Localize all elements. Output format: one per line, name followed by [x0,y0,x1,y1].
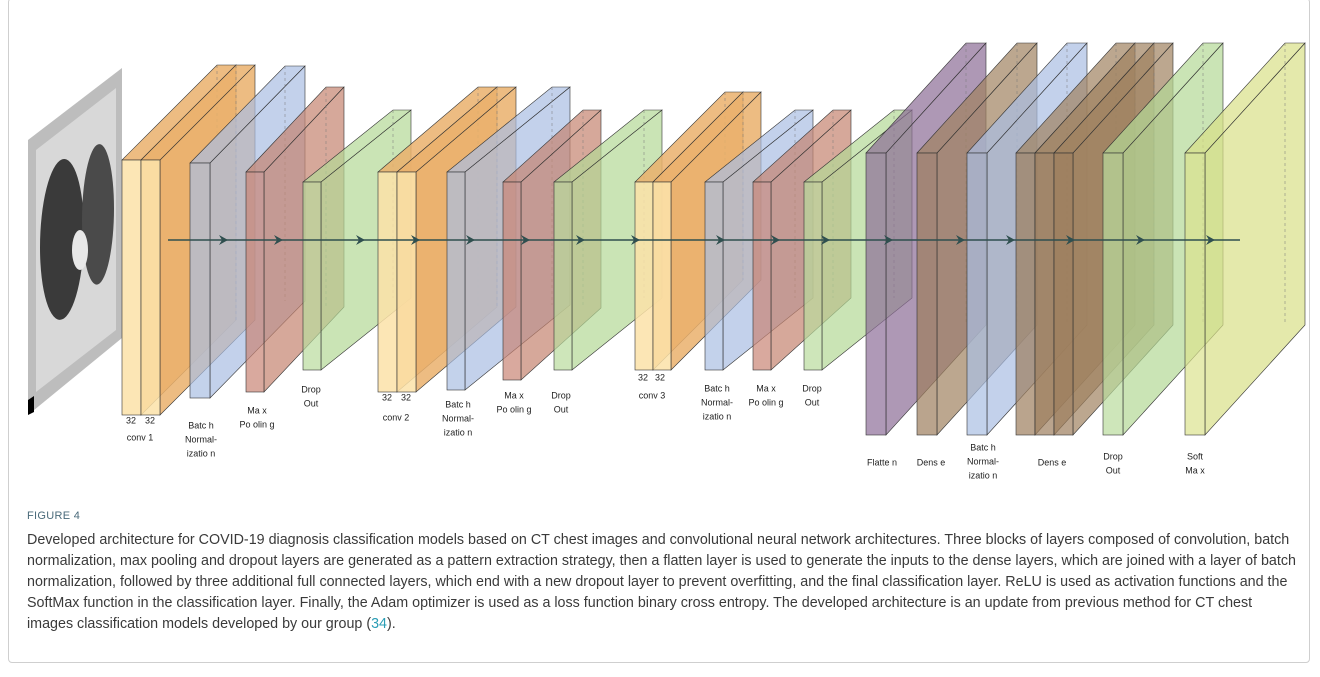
slab-front [1103,153,1123,435]
filter-count: 32 [655,372,665,382]
layer-label: Normal- [442,413,474,423]
layer-label: Ma x [1185,465,1205,475]
layer-label: Ma x [756,383,776,393]
layer-label: izatio n [187,448,216,458]
layer-label: Flatte n [867,457,897,467]
layer-label: conv 3 [639,390,666,400]
layer-label: Dens e [1038,457,1067,467]
layer-label: conv 2 [383,412,410,422]
layer-label: Batc h [970,442,996,452]
layer-label: Dens e [917,457,946,467]
layer-label: Out [1106,465,1121,475]
layer-label: Normal- [967,456,999,466]
citation-link[interactable]: 34 [371,616,387,632]
slab-front [303,182,321,370]
filter-count: 32 [382,392,392,402]
caption-text: Developed architecture for COVID-19 diag… [27,532,1296,632]
slab-front [653,182,671,370]
slab-front [397,172,416,392]
figure-caption: Developed architecture for COVID-19 diag… [27,530,1299,635]
layer-label: izatio n [444,427,473,437]
layer-label: Soft [1187,451,1204,461]
page: {"figure": {"label": "FIGURE 4", "captio… [0,0,1320,677]
slab-front [866,153,886,435]
slab-front [122,160,141,415]
slab-front [503,182,521,380]
layer-label: Batc h [188,420,214,430]
layer-label: Out [805,397,820,407]
layer-label: Batc h [445,399,471,409]
layer-label: Normal- [185,434,217,444]
slab-front [246,172,264,392]
slab-front [190,163,210,398]
layer-label: Po olin g [496,404,531,414]
slab-front [804,182,822,370]
layer-label: Po olin g [239,419,274,429]
layer-label: izatio n [703,411,732,421]
architecture-diagram: 32 32 conv 1 Batc h Normal-izatio n Ma x Po ol… [0,0,1320,500]
slab-front [753,182,771,370]
slab-front [1016,153,1035,435]
layer-label: Po olin g [748,397,783,407]
layer-label: izatio n [969,470,998,480]
slab-front [378,172,397,392]
layer-label: Drop [802,383,822,393]
filter-count: 32 [145,415,155,425]
layer-label: Ma x [247,405,267,415]
layer-label: Drop [1103,451,1123,461]
slab-front [917,153,937,435]
slab-front [967,153,987,435]
slab-front [1054,153,1073,435]
layer-label: Out [554,404,569,414]
slab-front [554,182,572,370]
layer-label: Ma x [504,390,524,400]
layer-label: Drop [301,384,321,394]
layer-label: Normal- [701,397,733,407]
filter-count: 32 [638,372,648,382]
slab-front [705,182,723,370]
layer-label: conv 1 [127,432,154,442]
filter-count: 32 [401,392,411,402]
slab-front [635,182,653,370]
figure-label: FIGURE 4 [27,510,80,522]
slab-front [141,160,160,415]
slab-front [1035,153,1054,435]
layer-label: Batc h [704,383,730,393]
filter-count: 32 [126,415,136,425]
slab-front [1185,153,1205,435]
slab-front [447,172,465,390]
layer-label: Out [304,398,319,408]
caption-end: ). [387,616,396,632]
layer-label: Drop [551,390,571,400]
ct-image [28,68,122,415]
